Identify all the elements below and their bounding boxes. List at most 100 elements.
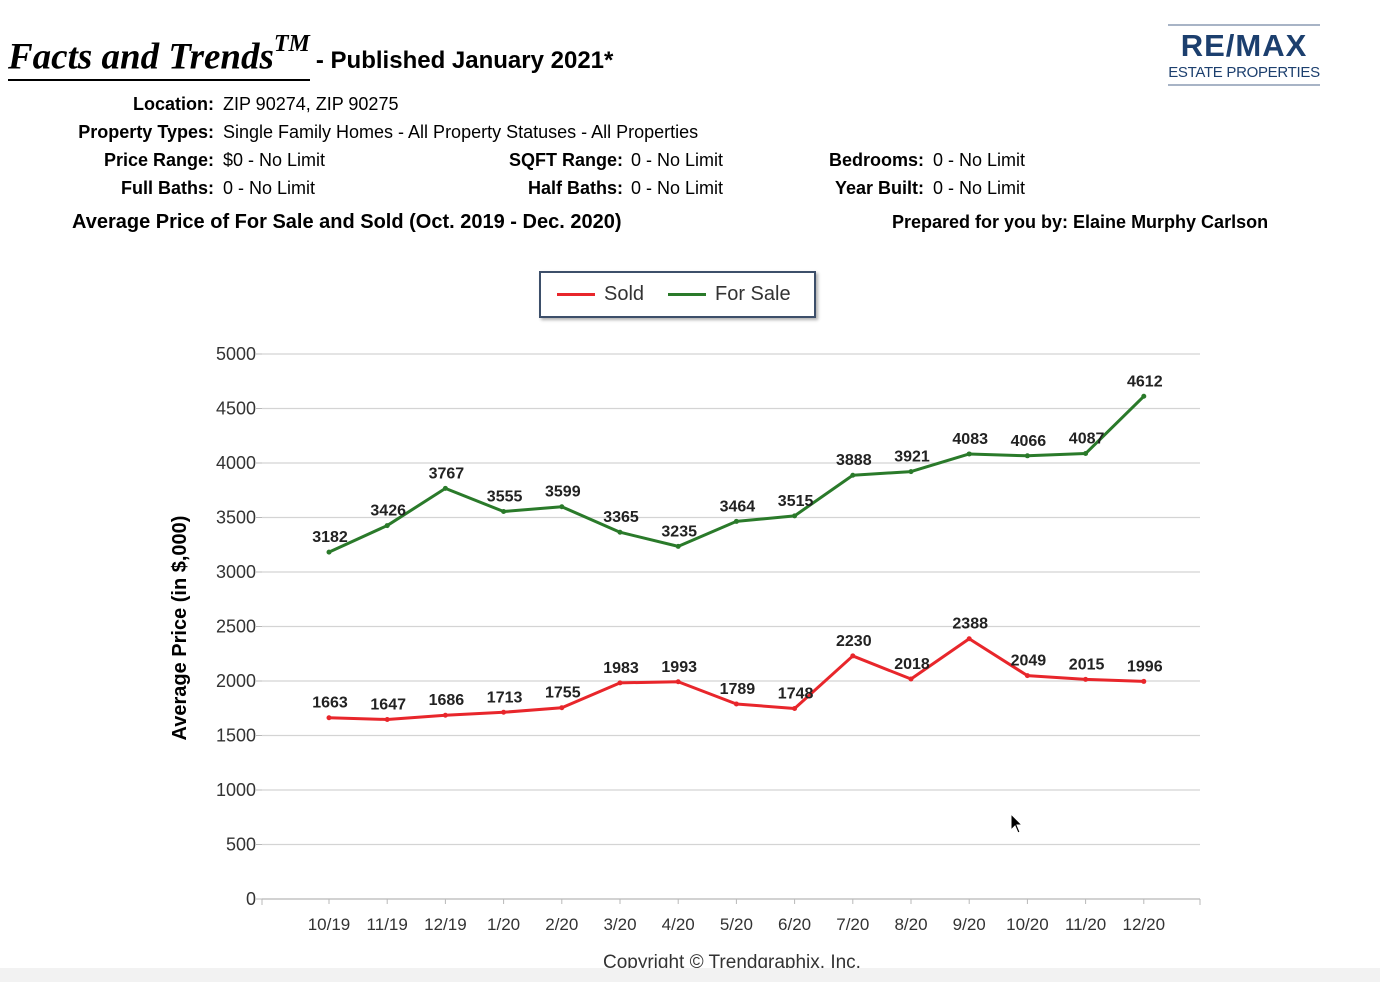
- location-label: Location:: [133, 94, 214, 114]
- y-tick-label: 4500: [216, 399, 256, 419]
- data-label: 1748: [778, 685, 814, 702]
- data-label: 3182: [312, 529, 348, 546]
- half-baths-value: 0 - No Limit: [631, 178, 724, 198]
- logo-brand: RE/MAX: [1180, 28, 1308, 63]
- y-axis-label: Average Price (in $,000): [169, 516, 191, 741]
- y-tick-label: 1500: [216, 726, 256, 746]
- x-tick-label: 6/20: [778, 915, 811, 934]
- location-value: ZIP 90274, ZIP 90275: [223, 94, 399, 114]
- publish-subtitle: - Published January 2021*: [315, 47, 614, 75]
- x-tick-label: 10/20: [1006, 915, 1049, 934]
- gridlines: [262, 353, 1200, 900]
- full-baths-value: 0 - No Limit: [223, 178, 316, 198]
- data-label: 3767: [429, 465, 465, 482]
- y-tick-label: 5000: [216, 344, 256, 364]
- data-point: [326, 549, 332, 555]
- data-point: [908, 676, 914, 682]
- data-point: [442, 712, 448, 718]
- x-tick-label: 12/19: [424, 915, 467, 934]
- price-range-label: Price Range:: [103, 150, 214, 170]
- y-tick-label: 2000: [216, 671, 256, 691]
- y-tick-label: 2500: [216, 617, 256, 637]
- data-label: 3426: [370, 503, 406, 520]
- data-label: 4066: [1011, 433, 1047, 450]
- x-tick-label: 3/20: [603, 915, 636, 934]
- y-tick-label: 500: [226, 835, 256, 855]
- data-point: [1083, 676, 1089, 682]
- data-point: [501, 509, 507, 515]
- trademark: TM: [273, 31, 310, 57]
- bedrooms-label: Bedrooms:: [828, 150, 924, 170]
- legend-sold-label: Sold: [604, 283, 645, 305]
- data-point: [966, 636, 972, 642]
- data-point: [384, 716, 390, 722]
- x-tick-label: 8/20: [894, 915, 927, 934]
- data-point: [792, 705, 798, 711]
- x-tick-label: 5/20: [720, 915, 753, 934]
- data-label: 2015: [1069, 656, 1105, 673]
- data-point: [384, 523, 390, 529]
- legend-for-sale-label: For Sale: [715, 283, 791, 305]
- data-label: 2049: [1011, 653, 1047, 670]
- report-title: Facts and TrendsTM- Published January 20…: [8, 26, 614, 82]
- data-label: 1647: [370, 696, 406, 713]
- y-tick-label: 4000: [216, 453, 256, 473]
- data-point: [850, 653, 856, 659]
- data-point: [501, 709, 507, 715]
- data-label: 1996: [1127, 658, 1163, 675]
- data-point: [617, 529, 623, 535]
- data-label: 4083: [952, 431, 988, 448]
- x-tick-label: 7/20: [836, 915, 869, 934]
- data-point: [1141, 393, 1147, 399]
- data-point: [850, 472, 856, 478]
- x-tick-label: 2/20: [545, 915, 578, 934]
- data-point: [675, 679, 681, 685]
- full-baths-label: Full Baths:: [121, 178, 214, 198]
- data-point: [559, 705, 565, 711]
- data-label: 1755: [545, 685, 581, 702]
- data-point: [792, 513, 798, 519]
- title-text: Facts and Trends: [8, 36, 274, 78]
- data-point: [1024, 453, 1030, 459]
- price-range-value: $0 - No Limit: [223, 150, 326, 170]
- data-point: [733, 701, 739, 707]
- data-point: [326, 715, 332, 721]
- data-label: 3599: [545, 484, 581, 501]
- y-tick-label: 3500: [216, 508, 256, 528]
- x-tick-label: 1/20: [487, 915, 520, 934]
- data-labels: 1663 1647 1686 1713 1755 1983 1993 1789 1748 2230…: [312, 373, 1162, 713]
- data-point: [559, 504, 565, 510]
- legend-for-sale-swatch: [668, 293, 706, 296]
- data-label: 3464: [720, 498, 756, 515]
- data-label: 2018: [894, 656, 930, 673]
- remax-logo: RE/MAX ESTATE PROPERTIES: [1168, 24, 1320, 86]
- legend-sold-swatch: [557, 293, 595, 296]
- y-tick-label: 3000: [216, 562, 256, 582]
- x-tick-label: 10/19: [308, 915, 351, 934]
- property-types-value: Single Family Homes - All Property Statu…: [223, 122, 699, 142]
- chart-legend: Sold For Sale: [539, 271, 816, 318]
- copyright-notice: Copyright © Trendgraphix, Inc.: [603, 952, 861, 973]
- axes: 0 500 1000 1500 2000 2500 3000 3500 4000 4500 5000…: [216, 344, 1201, 934]
- data-point: [1141, 678, 1147, 684]
- x-tick-label: 9/20: [953, 915, 986, 934]
- year-built-value: 0 - No Limit: [933, 178, 1026, 198]
- data-point: [1083, 451, 1089, 457]
- logo-subtitle: ESTATE PROPERTIES: [1168, 64, 1320, 81]
- half-baths-label: Half Baths:: [527, 178, 623, 198]
- data-point: [733, 518, 739, 524]
- data-point: [442, 485, 448, 491]
- x-tick-label: 11/19: [367, 915, 408, 934]
- sqft-range-value: 0 - No Limit: [631, 150, 724, 170]
- data-label: 3365: [603, 509, 639, 526]
- data-label: 3888: [836, 452, 872, 469]
- y-tick-label: 0: [246, 889, 256, 909]
- data-label: 1993: [661, 659, 697, 676]
- x-tick-label: 12/20: [1123, 915, 1166, 934]
- data-label: 3235: [661, 523, 697, 540]
- data-point: [1024, 673, 1030, 679]
- data-label: 1789: [720, 681, 756, 698]
- chart-subheading: Average Price of For Sale and Sold (Oct.…: [72, 211, 622, 233]
- data-label: 1686: [429, 692, 465, 709]
